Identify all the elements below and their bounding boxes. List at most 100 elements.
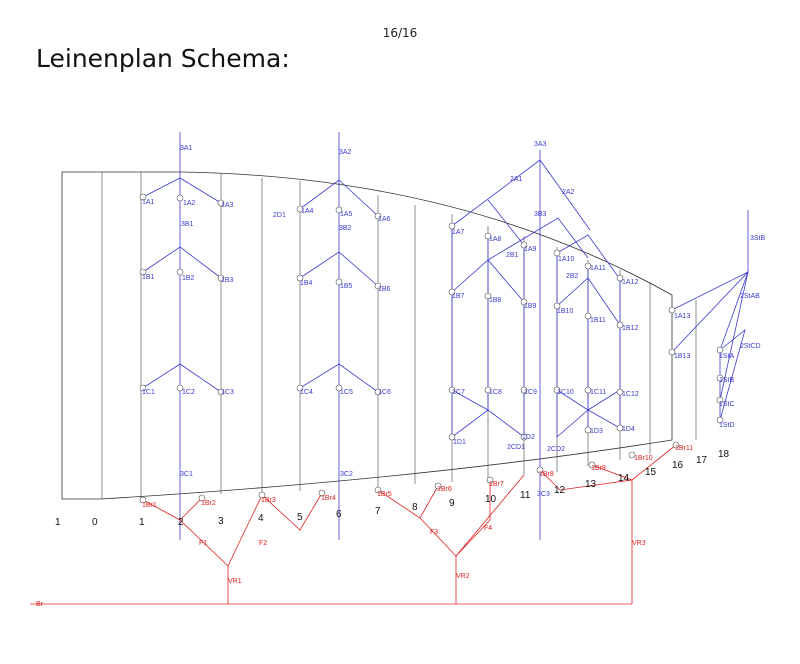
label-1c9: 1C9 [524, 389, 537, 396]
label-1b13: 1B13 [674, 353, 690, 360]
label-1a7: 1A7 [452, 229, 465, 236]
label-1b7: 1B7 [452, 293, 465, 300]
label-2a2: 2A2 [562, 189, 575, 196]
label-1br5: 1Br5 [377, 491, 392, 498]
label-1b5: 1B5 [340, 283, 353, 290]
rib-number: 11 [520, 490, 531, 501]
rib-number: 5 [297, 512, 303, 523]
label-1a9: 1A9 [524, 246, 537, 253]
label-1c3: 1C3 [221, 389, 234, 396]
label-1a5: 1A5 [340, 211, 353, 218]
label-1b6: 1B6 [378, 286, 391, 293]
label-3b3: 3B3 [534, 211, 547, 218]
label-2cd2: 2CD2 [547, 446, 565, 453]
label-1b8: 1B8 [489, 297, 502, 304]
label-3b2: 3B2 [339, 225, 352, 232]
label-1a3: 1A3 [221, 202, 234, 209]
label-1c4: 1C4 [300, 389, 313, 396]
label-f2: F2 [259, 540, 267, 547]
label-1b4: 1B4 [300, 280, 313, 287]
label-1a8: 1A8 [489, 236, 502, 243]
wing-outline [61, 171, 673, 500]
rib-number: 16 [672, 460, 684, 471]
label-1b10: 1B10 [557, 308, 573, 315]
label-1br1: 1Br1 [142, 502, 157, 509]
rib-number: 9 [449, 498, 455, 509]
rib-number: 1 [139, 517, 145, 528]
label-1b11: 1B11 [590, 317, 606, 324]
label-1b2: 1B2 [182, 275, 195, 282]
rib-number: 1 [55, 517, 61, 528]
label-1c11: 1C11 [590, 389, 606, 396]
label-1a1: 1A1 [142, 199, 155, 206]
rib-number: 15 [645, 467, 657, 478]
label-1stc: 1StC [719, 401, 735, 408]
label-3c1: 3C1 [180, 471, 193, 478]
label-1a6: 1A6 [378, 216, 391, 223]
label-3b1: 3B1 [181, 221, 194, 228]
label-1std: 1StD [719, 422, 735, 429]
label-f3: F3 [430, 529, 438, 536]
label-1br4: 1Br4 [321, 495, 336, 502]
label-1a2: 1A2 [183, 200, 196, 207]
rib-number: 8 [412, 502, 418, 513]
line-tree-blue [142, 132, 749, 540]
label-1br3: 1Br3 [261, 497, 276, 504]
label-1b12: 1B12 [622, 325, 638, 332]
label-1a12: 1A12 [622, 279, 638, 286]
label-2b1: 2B1 [506, 252, 519, 259]
label-1d2: 1D2 [522, 434, 535, 441]
label-2d1: 2D1 [273, 212, 286, 219]
rib-number: 17 [696, 455, 708, 466]
label-2cd1: 2CD1 [507, 444, 525, 451]
label-1c2: 1C2 [182, 389, 195, 396]
label-1br8: 1Br8 [539, 471, 554, 478]
rib-number: 18 [718, 449, 730, 460]
label-1br11: 1Br11 [675, 445, 693, 452]
label-1br7: 1Br7 [489, 481, 504, 488]
rib-number: 4 [258, 513, 264, 524]
attachment-points [139, 193, 724, 504]
red-labels: 1Br1 1Br2 1Br3 1Br4 1Br5 1Br6 1Br7 1Br8 … [36, 445, 693, 608]
label-f4: F4 [484, 525, 492, 532]
page-number: 16/16 [382, 26, 418, 40]
label-1c5: 1C5 [340, 389, 353, 396]
label-vr3: VR3 [632, 540, 646, 547]
rib-number: 10 [485, 494, 497, 505]
label-1d3: 1D3 [590, 428, 603, 435]
rib-number: 2 [178, 517, 184, 528]
label-1c7: 1C7 [452, 389, 465, 396]
rib-number: 0 [92, 517, 98, 528]
label-1c12: 1C12 [622, 391, 639, 398]
rib-number: 14 [618, 473, 630, 484]
label-1d4: 1D4 [622, 426, 635, 433]
label-1br6: 1Br6 [437, 486, 452, 493]
blue-labels: 3A1 3A2 3A3 2A1 2A2 3B3 2B1 2B2 3B1 3B2 … [142, 141, 766, 498]
rib-number: 3 [218, 516, 224, 527]
label-1b3: 1B3 [221, 277, 234, 284]
label-1br9: 1Br9 [591, 465, 606, 472]
label-1a13: 1A13 [674, 313, 690, 320]
label-1b1: 1B1 [142, 274, 155, 281]
label-vr2: VR2 [456, 573, 470, 580]
label-1a4: 1A4 [301, 208, 314, 215]
label-1stb: 1StB [719, 377, 735, 384]
label-2a1: 2A1 [510, 176, 523, 183]
label-3a1: 3A1 [180, 145, 193, 152]
label-2b2: 2B2 [566, 273, 579, 280]
brake-tree-red [30, 444, 677, 605]
label-3c2: 3C2 [340, 471, 353, 478]
label-1c6: 1C6 [378, 389, 391, 396]
label-1br10: 1Br10 [634, 455, 653, 462]
label-2stab: 2StAB [740, 293, 760, 300]
page-title: Leinenplan Schema: [36, 44, 290, 73]
rib-number: 7 [375, 506, 381, 517]
label-3a3: 3A3 [534, 141, 547, 148]
label-vr1: VR1 [228, 578, 242, 585]
label-3a2: 3A2 [339, 149, 352, 156]
label-1b9: 1B9 [524, 303, 537, 310]
label-1a10: 1A10 [558, 256, 574, 263]
label-1a11: 1A11 [590, 265, 606, 272]
label-1d1: 1D1 [453, 439, 466, 446]
